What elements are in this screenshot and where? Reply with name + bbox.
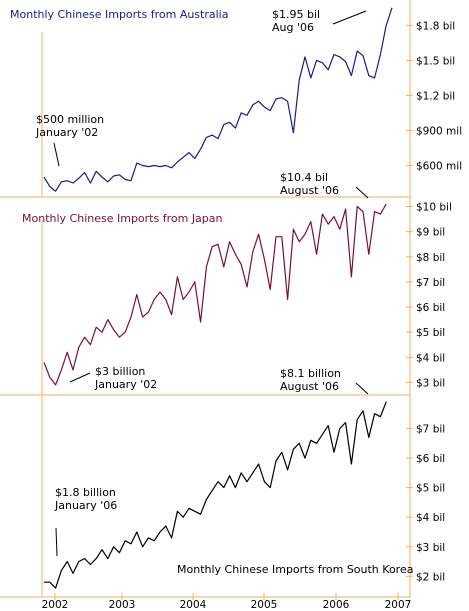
series-line-panel-2 bbox=[43, 203, 387, 386]
annotation-korea-start-line1: $1.8 billion bbox=[55, 486, 116, 499]
y-tick-label: $6 bil bbox=[416, 453, 445, 465]
y-tick-label: $6 bil bbox=[416, 302, 445, 314]
annotation-japan-end-line1: $10.4 bil bbox=[280, 171, 328, 184]
annotation-australia-end-pointer bbox=[332, 10, 367, 25]
annotation-australia-end-line2: Aug '06 bbox=[272, 21, 314, 34]
annotation-australia-start-pointer bbox=[53, 142, 60, 167]
x-tick-label: 2006 bbox=[323, 599, 350, 611]
panel-title-japan: Monthly Chinese Imports from Japan bbox=[22, 212, 223, 225]
annotation-korea-start-pointer bbox=[55, 527, 58, 557]
annotation-australia-end-line1: $1.95 bil bbox=[272, 8, 320, 21]
x-tick-label: 2005 bbox=[251, 599, 278, 611]
annotation-korea-start-line2: January '06 bbox=[54, 499, 117, 512]
y-tick-label: $4 bil bbox=[416, 352, 445, 364]
y-tick-label: $2 bil bbox=[416, 571, 445, 583]
y-tick-label: $1.2 bil bbox=[416, 90, 455, 102]
x-tick-label: 2004 bbox=[180, 599, 207, 611]
y-tick-label: $4 bil bbox=[416, 512, 445, 524]
panel-title-south-korea: Monthly Chinese Imports from South Korea bbox=[177, 563, 413, 576]
x-tick-label: 2003 bbox=[109, 599, 136, 611]
annotation-korea-end-pointer bbox=[355, 382, 369, 395]
annotation-japan-end-pointer bbox=[355, 186, 369, 199]
annotation-japan-start-line2: January '02 bbox=[94, 378, 157, 391]
y-tick-label: $10 bil bbox=[416, 202, 452, 214]
y-tick-label: $8 bil bbox=[416, 252, 445, 264]
annotation-korea-end-line2: August '06 bbox=[280, 380, 339, 393]
annotation-japan-start-line1: $3 billion bbox=[95, 365, 145, 378]
y-tick-label: $3 bil bbox=[416, 377, 445, 389]
y-tick-label: $7 bil bbox=[416, 277, 445, 289]
y-tick-label: $1.5 bil bbox=[416, 55, 455, 67]
y-tick-label: $7 bil bbox=[416, 424, 445, 436]
panel-title-australia: Monthly Chinese Imports from Australia bbox=[10, 8, 228, 21]
x-tick-label: 2002 bbox=[42, 599, 69, 611]
series-line-panel-1 bbox=[43, 7, 393, 192]
annotation-korea-end-line1: $8.1 billion bbox=[280, 367, 341, 380]
annotation-japan-start-pointer bbox=[69, 372, 91, 383]
annotation-australia-start-line1: $500 million bbox=[36, 113, 104, 126]
series-line-panel-3 bbox=[44, 401, 387, 589]
y-tick-label: $5 bil bbox=[416, 327, 445, 339]
y-tick-label: $5 bil bbox=[416, 483, 445, 495]
y-tick-label: $9 bil bbox=[416, 227, 445, 239]
y-tick-label: $3 bil bbox=[416, 542, 445, 554]
y-tick-label: $1.8 bil bbox=[416, 20, 455, 32]
annotation-japan-end-line2: August '06 bbox=[280, 184, 339, 197]
x-tick-label: 2007 bbox=[385, 599, 412, 611]
y-tick-label: $600 mil bbox=[416, 160, 462, 172]
annotation-australia-start-line2: January '02 bbox=[35, 126, 98, 139]
y-tick-label: $900 mil bbox=[416, 125, 462, 137]
